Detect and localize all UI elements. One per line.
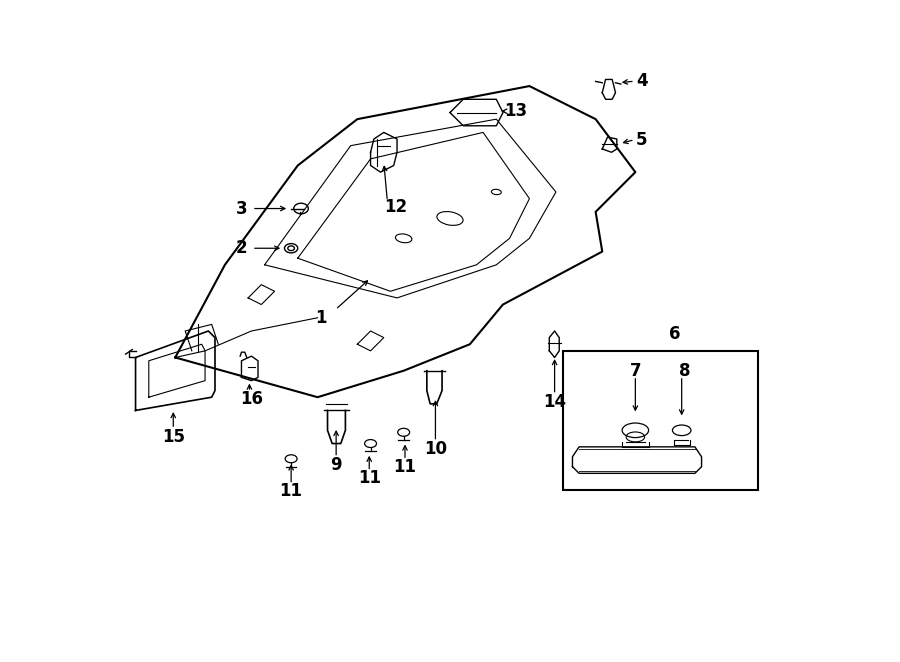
Text: 11: 11 (393, 457, 417, 476)
Text: 10: 10 (424, 440, 447, 458)
Text: 12: 12 (384, 197, 408, 216)
Text: 7: 7 (629, 361, 641, 380)
Text: 15: 15 (162, 428, 184, 446)
Text: 2: 2 (236, 239, 248, 258)
Text: 13: 13 (505, 102, 527, 120)
Text: 4: 4 (636, 72, 648, 91)
Text: 3: 3 (236, 199, 248, 218)
Text: 16: 16 (240, 389, 263, 408)
Text: 8: 8 (680, 361, 691, 380)
Text: 5: 5 (636, 131, 648, 150)
Text: 11: 11 (280, 482, 302, 500)
Text: 6: 6 (670, 325, 680, 344)
Bar (562, 351, 758, 490)
Text: 11: 11 (357, 469, 381, 487)
Text: 1: 1 (315, 308, 327, 327)
Text: 9: 9 (330, 455, 342, 474)
Text: 14: 14 (543, 393, 566, 412)
